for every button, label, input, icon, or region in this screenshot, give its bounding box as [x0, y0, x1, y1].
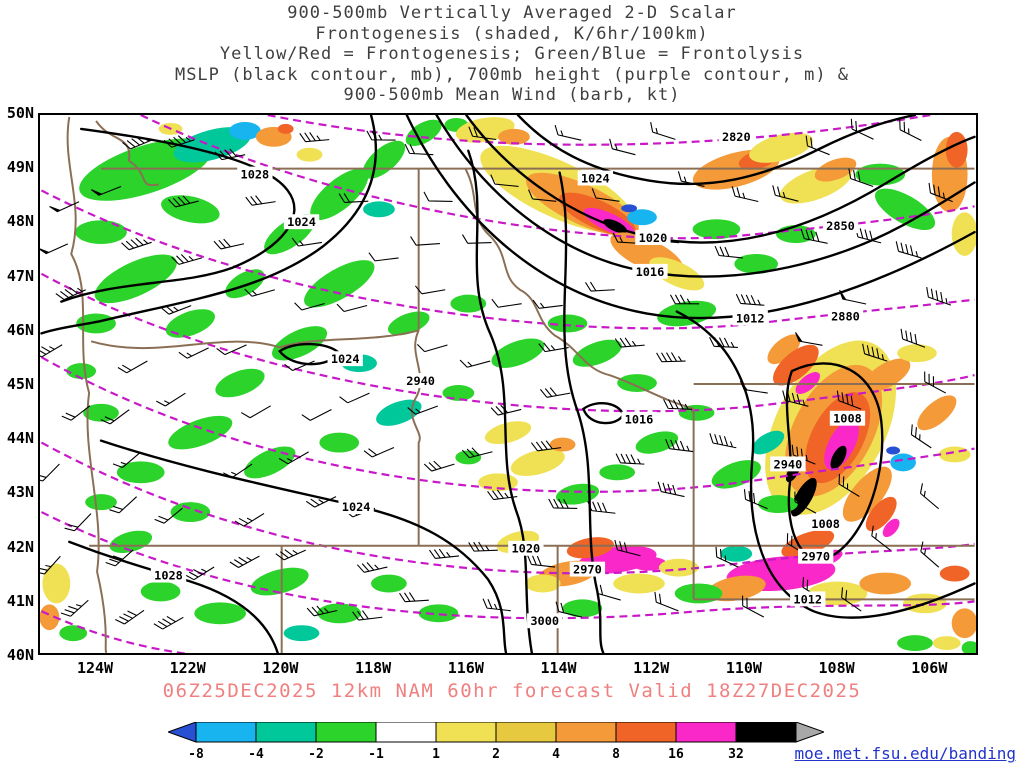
forecast-map: 1028 1024 1024 1020 1016 1012 1024 1016 1024 1020… — [40, 115, 976, 653]
lon-label: 120W — [262, 659, 299, 677]
svg-text:1008: 1008 — [811, 517, 840, 531]
svg-text:1024: 1024 — [287, 215, 316, 229]
contour-label: 1016 — [632, 263, 668, 279]
lat-label: 48N — [6, 212, 34, 231]
svg-text:16: 16 — [668, 747, 684, 762]
lat-label: 50N — [6, 104, 34, 122]
lon-label: 108W — [818, 659, 855, 677]
svg-text:1024: 1024 — [342, 500, 371, 514]
svg-text:2940: 2940 — [406, 374, 435, 388]
lon-label: 112W — [633, 659, 670, 677]
title-line-2: Frontogenesis (shaded, K/6hr/100km) — [315, 23, 709, 44]
lon-label: 116W — [447, 659, 484, 677]
svg-text:1028: 1028 — [241, 168, 270, 182]
svg-text:3000: 3000 — [530, 614, 559, 628]
contour-label: 1012 — [790, 591, 826, 606]
svg-text:2850: 2850 — [826, 219, 855, 233]
map-frame: 1028 1024 1024 1020 1016 1012 1024 1016 1024 1020… — [38, 113, 978, 655]
lat-label: 49N — [6, 158, 34, 177]
title-line-1: 900-500mb Vertically Averaged 2-D Scalar — [287, 3, 737, 23]
lat-label: 41N — [6, 591, 34, 610]
svg-text:-1: -1 — [368, 747, 384, 762]
contour-label: 2970 — [569, 561, 606, 577]
svg-text:1008: 1008 — [833, 412, 862, 426]
contour-label: 1028 — [150, 567, 187, 583]
title-line-3: Yellow/Red = Frontogenesis; Green/Blue =… — [219, 44, 805, 64]
svg-text:2: 2 — [492, 747, 500, 762]
svg-text:2820: 2820 — [722, 130, 751, 144]
forecast-caption: 06Z25DEC2025 12km NAM 60hr forecast Vali… — [162, 680, 862, 702]
svg-text:1: 1 — [432, 747, 440, 762]
site-link[interactable]: moe.met.fsu.edu/banding — [794, 744, 1016, 763]
svg-text:4: 4 — [552, 747, 560, 762]
svg-text:2970: 2970 — [573, 563, 602, 577]
lon-label: 110W — [725, 659, 762, 677]
contour-label: 1024 — [577, 170, 614, 185]
contour-label: 2940 — [402, 373, 439, 388]
colorbar: -8 -4 -2 -1 1 2 4 8 16 32 — [168, 722, 824, 762]
svg-text:2970: 2970 — [801, 550, 830, 564]
svg-text:1028: 1028 — [154, 569, 183, 583]
svg-text:-8: -8 — [188, 747, 204, 762]
svg-text:1016: 1016 — [625, 413, 654, 427]
wind-barbs — [40, 118, 953, 630]
contour-label: 1008 — [807, 516, 844, 531]
lat-label: 42N — [6, 537, 34, 556]
lat-label: 46N — [6, 320, 34, 339]
state-borders — [66, 116, 975, 653]
svg-text:-2: -2 — [308, 747, 324, 762]
contour-label: 1024 — [338, 499, 374, 514]
title-line-5: 900-500mb Mean Wind (barb, kt) — [343, 85, 681, 105]
svg-text:8: 8 — [612, 747, 620, 762]
lat-label: 40N — [6, 646, 34, 664]
svg-text:32: 32 — [728, 747, 744, 762]
title-line-4: MSLP (black contour, mb), 700mb height (… — [174, 64, 850, 85]
svg-text:-4: -4 — [248, 747, 264, 762]
contour-label: 1020 — [635, 230, 671, 245]
lon-label: 124W — [76, 659, 114, 677]
contour-label: 1024 — [327, 351, 363, 366]
contour-label: 1016 — [621, 411, 657, 427]
contour-label: 2970 — [798, 548, 834, 564]
svg-text:1020: 1020 — [639, 231, 668, 245]
mslp-contours — [40, 115, 976, 653]
contour-label: 1024 — [283, 214, 320, 229]
contour-label: 1008 — [829, 410, 866, 426]
lat-label: 43N — [6, 483, 34, 502]
contour-label: 2880 — [827, 308, 864, 323]
contour-label: 1028 — [237, 166, 273, 182]
svg-text:1024: 1024 — [581, 171, 610, 185]
lon-label: 118W — [355, 659, 392, 677]
lon-label: 106W — [911, 659, 948, 677]
chart-title: 900-500mb Vertically Averaged 2-D Scalar… — [0, 3, 1024, 106]
svg-text:1012: 1012 — [793, 592, 822, 606]
svg-text:1020: 1020 — [512, 542, 541, 556]
svg-text:1024: 1024 — [331, 352, 360, 366]
lat-label: 47N — [6, 266, 34, 285]
svg-text:2880: 2880 — [831, 309, 860, 323]
contour-label: 3000 — [527, 613, 563, 628]
lon-label: 114W — [540, 659, 577, 677]
lon-label: 122W — [169, 659, 206, 677]
svg-text:1016: 1016 — [636, 265, 665, 279]
contour-labels: 1028 1024 1024 1020 1016 1012 1024 1016 1024 1020… — [150, 128, 866, 628]
contour-label: 2940 — [770, 456, 806, 471]
lat-label: 44N — [6, 429, 34, 448]
contour-label: 2850 — [822, 218, 859, 233]
svg-text:2940: 2940 — [774, 457, 803, 471]
contour-label: 1012 — [732, 310, 768, 325]
lat-label: 45N — [6, 375, 34, 393]
contour-label: 2820 — [718, 128, 754, 144]
contour-label: 1020 — [508, 540, 544, 556]
svg-text:1012: 1012 — [736, 311, 765, 325]
